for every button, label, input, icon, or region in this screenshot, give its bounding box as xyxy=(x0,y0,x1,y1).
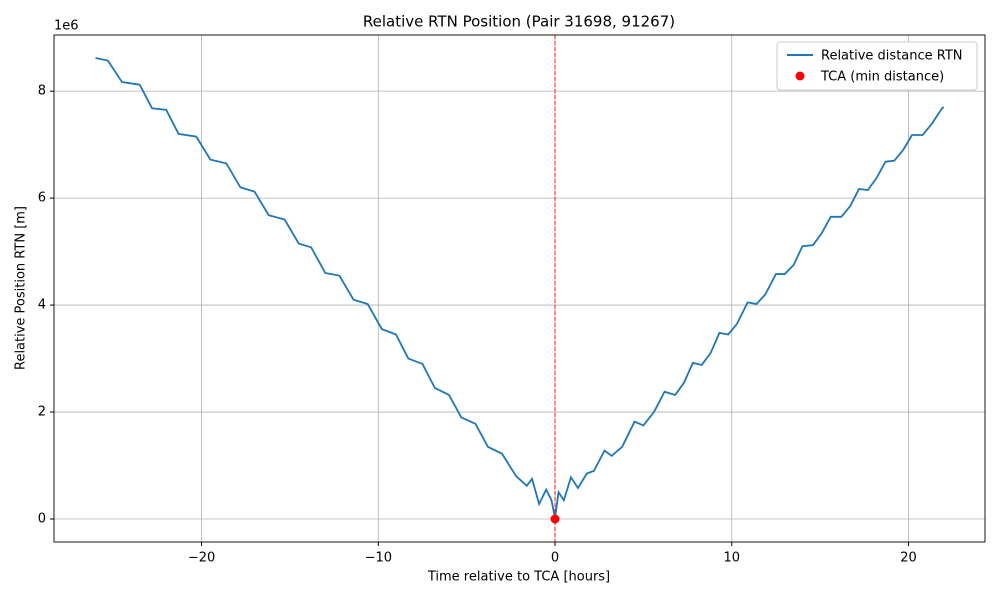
plot-frame xyxy=(53,34,986,543)
legend-box xyxy=(776,41,978,91)
line xyxy=(95,57,945,519)
y-tick-label: 0 xyxy=(38,512,46,527)
chart-title: Relative RTN Position (Pair 31698, 91267… xyxy=(363,13,675,31)
y-tick-label: 8 xyxy=(38,84,46,99)
y-offset-label: 1e6 xyxy=(54,19,79,34)
tca-point xyxy=(550,514,560,524)
y-tick-label: 4 xyxy=(38,298,46,313)
x-tick-label: 0 xyxy=(551,551,559,566)
legend-label: TCA (min distance) xyxy=(820,70,944,85)
legend-label: Relative distance RTN xyxy=(821,49,963,64)
y-axis-label: Relative Position RTN [m] xyxy=(14,206,29,370)
y-tick-label: 2 xyxy=(38,405,46,420)
legend: Relative distance RTN TCA (min distance) xyxy=(776,41,978,91)
x-tick-label: −20 xyxy=(188,551,215,566)
x-axis-label: Time relative to TCA [hours] xyxy=(427,570,610,585)
x-tick-label: 20 xyxy=(900,551,917,566)
x-tick-label: −10 xyxy=(365,551,392,566)
y-tick-label: 6 xyxy=(38,191,46,206)
legend-swatch xyxy=(795,71,805,81)
x-tick-label: 10 xyxy=(723,551,740,566)
